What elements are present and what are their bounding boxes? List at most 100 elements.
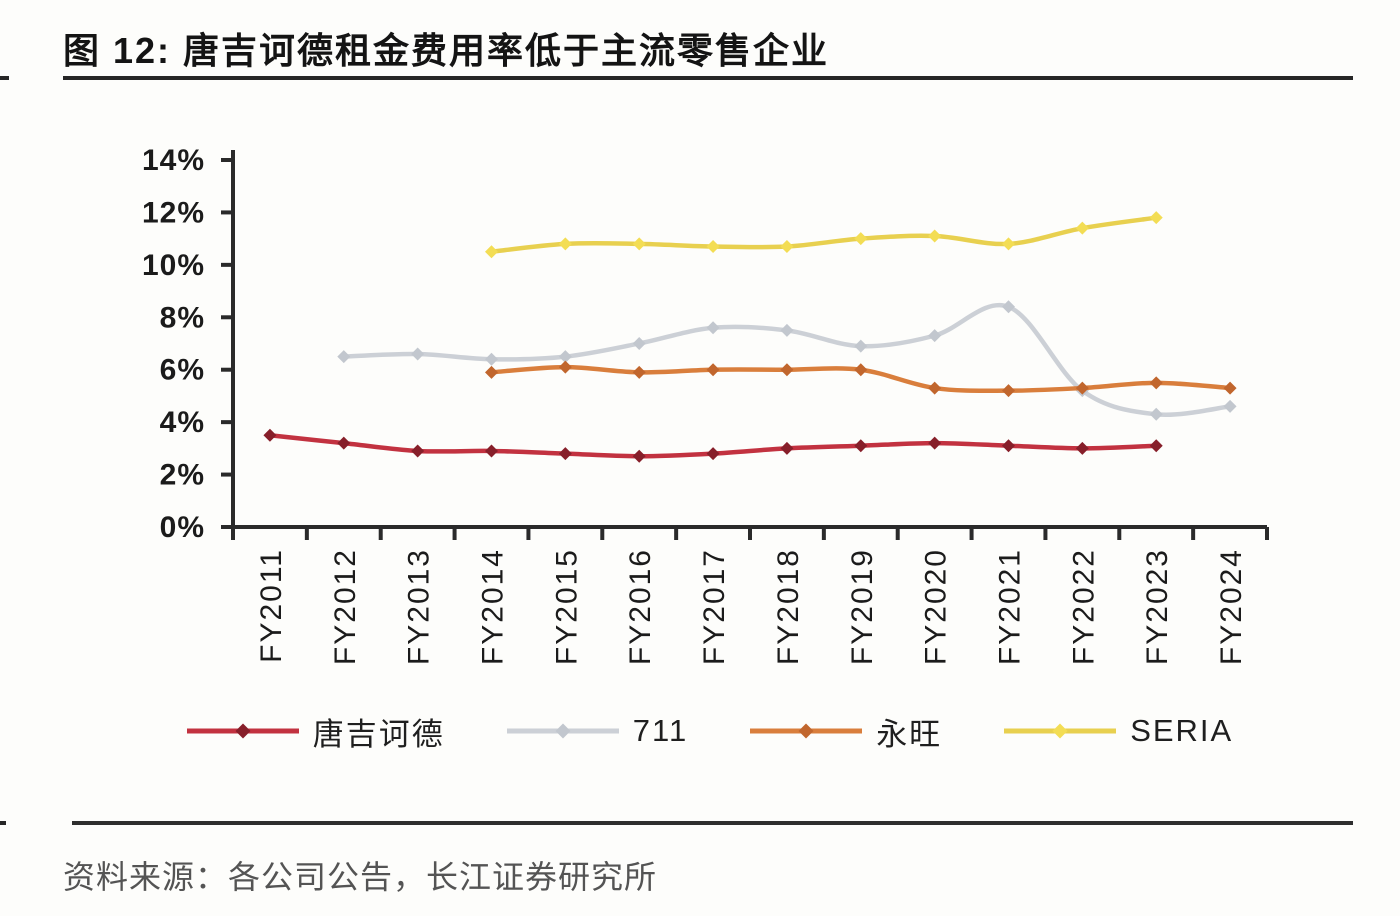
y-axis-tick-label: 14% [142,144,205,177]
legend-marker-icon [555,723,571,739]
x-axis-tick-label: FY2016 [624,548,657,665]
series-line-seria [489,215,1159,254]
data-point-marker [632,237,646,251]
data-point-marker [1075,221,1089,235]
data-point-marker [780,363,794,377]
legend-swatch-seria [1004,723,1117,739]
series-line-aeon [489,364,1233,394]
legend-item-aeon: 永旺 [750,709,942,754]
data-point-marker [558,360,572,374]
series-markers-donki [263,428,1163,463]
data-point-marker [558,447,572,461]
series-aeon [485,360,1237,398]
chart-axes [221,150,1269,540]
data-point-marker [485,444,498,458]
legend-marker-icon [1052,723,1068,739]
data-point-marker [263,428,277,442]
x-axis-tick-label: FY2014 [477,548,510,665]
data-point-marker [780,323,794,337]
x-axis-tick-label: FY2012 [329,548,362,665]
y-axis-tick-label: 0% [160,511,205,544]
legend-label-donki: 唐吉诃德 [312,716,445,752]
data-point-marker [928,381,942,395]
data-point-marker [411,347,425,361]
data-point-marker [706,363,720,377]
legend-item-donki: 唐吉诃德 [186,709,445,754]
data-point-marker [632,337,646,350]
y-axis-tick-label: 6% [160,354,205,387]
page-edge-mark-bottom [0,821,6,825]
data-point-marker [1149,439,1163,453]
data-point-marker [928,329,942,343]
x-axis-tick-label: FY2015 [550,548,583,665]
series-line-donki [267,433,1159,459]
data-point-marker [780,441,794,455]
legend-marker-icon [798,723,814,739]
data-point-marker [928,436,942,450]
data-point-marker [854,339,868,353]
legend-swatch-aeon [750,723,863,739]
y-axis-labels: 0% 2% 4% 6% 8% 10% 12% 14% [142,144,205,544]
legend-item-seria: SERIA [1004,713,1233,749]
page-edge-mark-top [0,76,9,80]
series-seria [485,211,1163,259]
data-point-marker [485,352,498,366]
series-seven-eleven [337,300,1237,421]
data-point-marker [1149,376,1163,390]
data-point-marker [1149,407,1163,421]
x-axis-tick-label: FY2020 [920,548,953,665]
chart-legend: 唐吉诃德 711 永旺 SERIA [120,706,1300,756]
series-markers-seria [485,211,1163,259]
data-point-marker [485,245,498,259]
data-point-marker [1002,300,1015,314]
data-point-marker [337,350,351,364]
legend-marker-icon [235,723,251,739]
data-point-marker [485,365,498,379]
source-note: 资料来源：各公司公告，长江证券研究所 [63,859,658,895]
data-point-marker [1002,439,1015,453]
series-markers-aeon [485,360,1237,398]
data-point-marker [632,365,646,379]
x-axis-tick-label: FY2013 [403,548,436,665]
data-point-marker [780,240,794,254]
data-point-marker [706,447,720,461]
x-axis-tick-label: FY2018 [772,548,805,665]
data-point-marker [1223,399,1237,413]
x-axis-labels: FY2011 FY2012 FY2013 FY2014 FY2015 FY2016 FY20… [255,548,1248,665]
series-line-seven-eleven [341,302,1233,417]
data-point-marker [928,229,942,243]
series-donki [263,428,1163,463]
data-point-marker [411,444,425,458]
data-point-marker [1223,381,1237,395]
x-axis-tick-label: FY2021 [994,548,1027,665]
data-point-marker [706,240,720,254]
data-point-marker [854,363,868,377]
data-point-marker [558,350,572,364]
data-point-marker [337,436,351,450]
data-point-marker [1002,237,1015,251]
figure-title: 图 12: 唐吉诃德租金费用率低于主流零售企业 [63,30,830,71]
legend-swatch-donki [186,723,299,739]
data-point-marker [1002,384,1015,398]
data-point-marker [632,449,646,463]
legend-label-seria: SERIA [1130,713,1234,748]
legend-label-seven-eleven: 711 [632,713,689,748]
series-markers-seven-eleven [337,300,1237,421]
data-point-marker [1075,381,1089,395]
x-axis-tick-label: FY2023 [1141,548,1174,665]
x-axis-tick-label: FY2011 [255,548,288,663]
data-point-marker [1075,441,1089,455]
data-point-marker [1149,211,1163,225]
y-axis-tick-label: 8% [160,301,205,334]
legend-swatch-seven-eleven [506,723,619,739]
legend-item-seven-eleven: 711 [506,713,689,749]
data-point-marker [1075,384,1089,398]
data-point-marker [706,321,720,335]
x-axis-tick-label: FY2022 [1067,548,1100,665]
y-axis-tick-label: 4% [160,406,205,439]
x-axis-tick-label: FY2024 [1215,548,1248,665]
legend-label-aeon: 永旺 [876,716,943,752]
y-axis-tick-label: 10% [142,249,205,282]
